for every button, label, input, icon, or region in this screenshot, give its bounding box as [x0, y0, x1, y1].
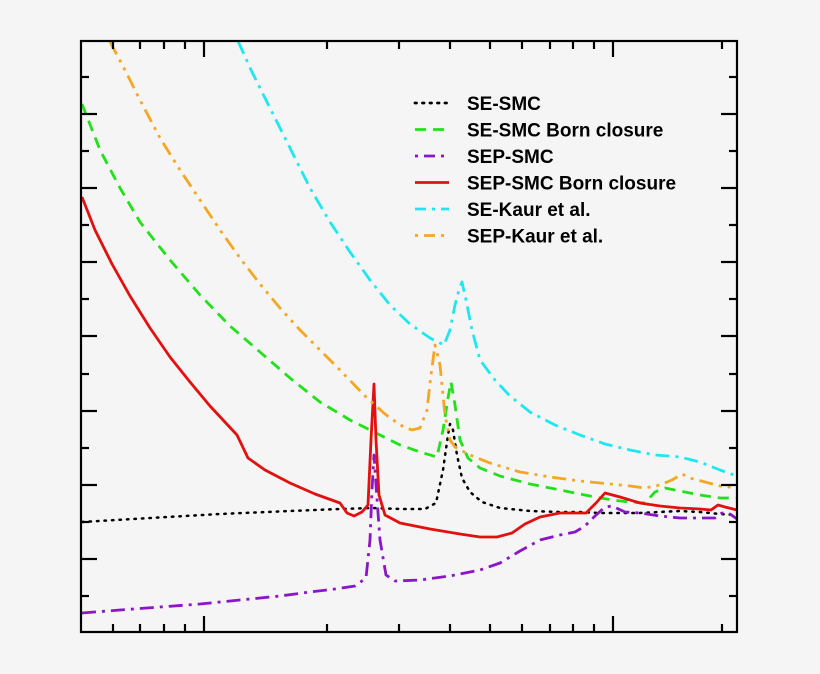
series-se-smc-born-closure	[81, 103, 737, 505]
axes-frame	[79, 39, 739, 634]
legend-label: SEP-SMC Born closure	[467, 174, 676, 195]
series-sep-smc	[81, 453, 737, 615]
legend: SE-SMC SE-SMC Born closure SEP-SMC SEP-SMC …	[413, 94, 676, 248]
legend-item: SEP-SMC Born closure	[415, 174, 676, 195]
legend-label: SEP-SMC	[467, 147, 554, 168]
legend-label: SEP-Kaur et al.	[467, 227, 603, 248]
legend-label: SE-SMC	[467, 94, 541, 115]
series-sep-kaur-et-al	[108, 41, 737, 490]
axis-ticks	[81, 41, 737, 632]
plot-lines	[81, 41, 737, 615]
legend-item: SE-Kaur et al.	[415, 200, 591, 221]
legend-label: SE-Kaur et al.	[467, 200, 591, 221]
series-se-kaur-et-al	[236, 41, 737, 478]
legend-item: SE-SMC Born closure	[415, 121, 663, 142]
legend-item: SEP-SMC	[415, 147, 554, 168]
series-sep-smc-born-closure	[81, 196, 737, 539]
legend-item: SE-SMC	[413, 94, 541, 115]
legend-label: SE-SMC Born closure	[467, 121, 663, 142]
legend-item: SEP-Kaur et al.	[415, 227, 603, 248]
